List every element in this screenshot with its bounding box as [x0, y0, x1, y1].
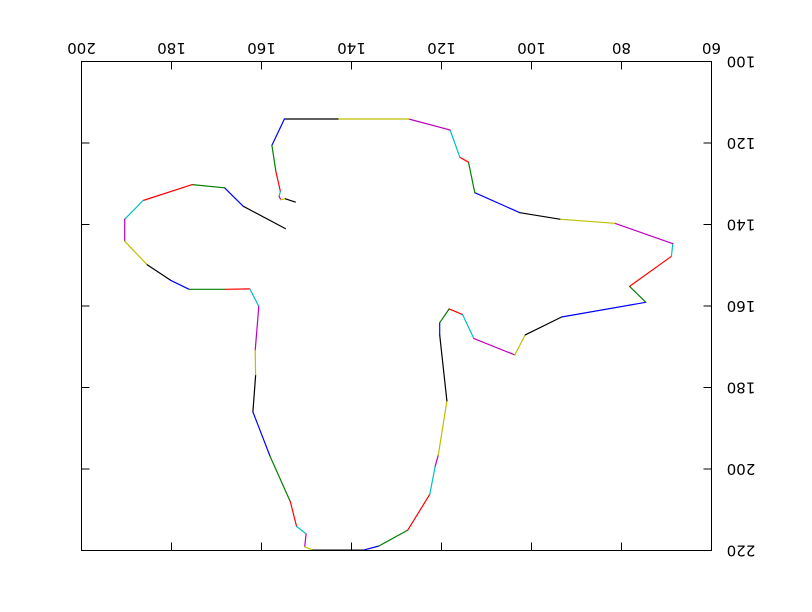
outline-segment — [280, 198, 286, 201]
outline-segment — [191, 184, 226, 189]
outline-segment — [278, 195, 282, 201]
outline-segment — [670, 243, 674, 257]
outline-segment — [124, 199, 144, 220]
outline-segment — [363, 545, 380, 551]
outline-segment — [514, 334, 526, 356]
outline-segment — [252, 411, 271, 457]
outline-segment — [462, 314, 475, 340]
outline-segment — [242, 205, 286, 230]
outline-segment — [628, 255, 673, 287]
y-tick-label: 200 — [727, 460, 756, 478]
outline-segment — [224, 187, 244, 207]
outline-segment — [146, 264, 172, 281]
outline-segment — [278, 190, 281, 197]
outline-segment — [467, 161, 476, 194]
x-tick-label: 100 — [517, 39, 546, 57]
outline-segment — [304, 546, 314, 551]
x-tick-label: 180 — [157, 39, 186, 57]
outline-segment — [269, 455, 291, 503]
axis-ticks — [81, 61, 712, 551]
outline-segment — [439, 308, 450, 324]
outline-segment — [124, 240, 148, 266]
y-tick-label: 100 — [727, 53, 756, 71]
x-tick-label: 120 — [427, 39, 456, 57]
outline-segment — [271, 118, 285, 146]
outline-segment — [289, 501, 298, 528]
outline-segment — [407, 493, 431, 531]
y-tick-label: 220 — [727, 542, 756, 560]
outline-segment — [524, 316, 563, 336]
x-tick-label: 200 — [67, 39, 96, 57]
y-tick-label: 140 — [727, 216, 756, 234]
outline-segment — [437, 400, 448, 456]
outline-segment — [449, 129, 461, 158]
outline-segment — [448, 308, 464, 316]
outline-segment — [170, 279, 190, 290]
outline-segment — [249, 288, 260, 307]
x-tick-label: 80 — [612, 39, 631, 57]
outline-segment — [434, 454, 439, 467]
outline-segment — [474, 192, 521, 214]
y-tick-label: 120 — [727, 134, 756, 152]
y-tick-label: 160 — [727, 297, 756, 315]
outline-segment — [439, 334, 448, 402]
outline-segment — [378, 529, 409, 547]
outline-segment — [519, 212, 561, 220]
outline-segment — [473, 338, 516, 356]
outline-segment — [271, 144, 277, 173]
x-tick-label: 160 — [247, 39, 276, 57]
x-tick-label: 140 — [337, 39, 366, 57]
outline-segment — [296, 525, 307, 535]
plot-frame — [81, 61, 712, 551]
outline-segment — [252, 375, 257, 413]
axis-tick-labels: 200 180 160 140 120 100 80 60 100 120 140 160 180 200… — [67, 39, 755, 560]
outline-segment — [304, 533, 307, 548]
y-tick-label: 180 — [727, 379, 756, 397]
outline-segment — [628, 285, 647, 303]
outline-series — [124, 118, 674, 551]
outline-segment — [560, 301, 647, 318]
outline-segment — [559, 218, 616, 224]
outline-segment — [275, 170, 281, 193]
outline-segment — [614, 222, 674, 245]
outline-segment — [459, 156, 470, 163]
outline-segment — [284, 198, 296, 203]
outline-segment — [142, 184, 193, 202]
outline-segment — [429, 465, 436, 495]
outline-segment — [408, 118, 451, 131]
x-tick-label: 60 — [702, 39, 721, 57]
outline-segment — [254, 305, 260, 351]
